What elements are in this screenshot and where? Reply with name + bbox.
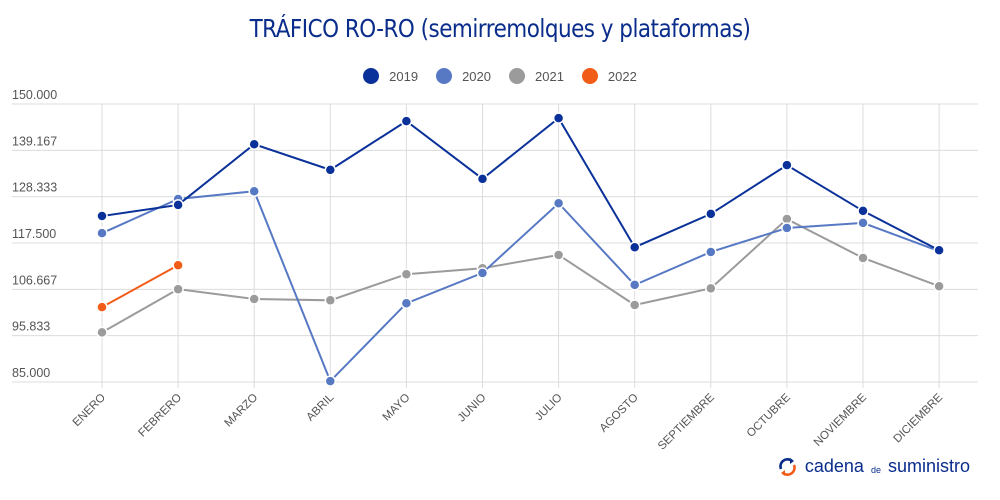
data-point[interactable]	[324, 375, 337, 387]
y-tick-label: 150.000	[12, 88, 57, 102]
data-point[interactable]	[96, 301, 108, 313]
data-point[interactable]	[628, 241, 641, 254]
data-point[interactable]	[172, 199, 184, 211]
series-2022	[96, 259, 184, 313]
data-point[interactable]	[552, 112, 565, 124]
data-point[interactable]	[628, 299, 641, 311]
y-tick-label: 106.667	[12, 273, 57, 287]
legend-label: 2022	[607, 68, 637, 84]
series-line	[101, 264, 179, 309]
series-line	[101, 190, 940, 383]
data-point[interactable]	[324, 294, 337, 307]
data-point[interactable]	[857, 252, 869, 264]
legend-item-2020[interactable]: 2020	[436, 68, 491, 84]
data-point[interactable]	[400, 115, 413, 127]
y-tick-label: 95.833	[12, 320, 50, 334]
x-tick-label: JUNIO	[456, 392, 489, 425]
data-point[interactable]	[400, 268, 413, 280]
data-point[interactable]	[705, 282, 717, 295]
chart-legend: 2019 2020 2021 2022	[0, 68, 1000, 84]
brand-text-cadena: cadena	[804, 456, 864, 476]
data-point[interactable]	[96, 326, 108, 339]
data-point[interactable]	[96, 210, 108, 222]
data-point[interactable]	[172, 259, 184, 271]
data-point[interactable]	[400, 297, 413, 310]
x-tick-label: NOVIEMBRE	[812, 391, 870, 449]
brand-text-de: de	[870, 464, 881, 475]
data-point[interactable]	[552, 197, 565, 209]
x-tick-label: OCTUBRE	[745, 391, 793, 439]
y-tick-label: 85.000	[12, 366, 50, 380]
x-tick-label: SEPTIEMBRE	[656, 391, 717, 452]
data-point[interactable]	[705, 246, 717, 258]
legend-item-2019[interactable]: 2019	[363, 68, 418, 84]
data-point[interactable]	[248, 185, 260, 197]
data-point[interactable]	[781, 159, 793, 171]
legend-label: 2019	[389, 68, 419, 84]
data-point[interactable]	[476, 267, 489, 279]
y-tick-label: 139.167	[12, 134, 57, 148]
brand-text-suministro: suministro	[887, 456, 970, 476]
refresh-logo-icon	[779, 457, 796, 476]
data-point[interactable]	[857, 217, 869, 229]
legend-marker-icon	[509, 68, 525, 84]
legend-item-2022[interactable]: 2022	[581, 68, 637, 84]
data-point[interactable]	[628, 279, 641, 291]
data-point[interactable]	[705, 208, 717, 220]
series-2020	[96, 185, 945, 387]
data-point[interactable]	[248, 138, 260, 150]
chart-title: TRÁFICO RO-RO (semirremolques y platafor…	[249, 14, 751, 43]
x-tick-label: ENERO	[71, 392, 108, 429]
data-point[interactable]	[476, 173, 489, 185]
x-tick-label: MAYO	[381, 392, 413, 424]
legend-marker-icon	[436, 68, 453, 84]
x-tick-label: MARZO	[222, 392, 260, 430]
data-point[interactable]	[933, 280, 945, 292]
y-tick-label: 128.333	[12, 181, 57, 195]
data-point[interactable]	[857, 205, 869, 217]
data-point[interactable]	[324, 164, 337, 176]
data-point[interactable]	[96, 227, 108, 239]
brand-logo: cadena de suministro	[777, 456, 970, 477]
data-point[interactable]	[172, 283, 184, 295]
series-line	[101, 116, 940, 252]
y-tick-label: 117.500	[12, 227, 56, 241]
x-tick-label: JULIO	[533, 392, 565, 424]
series-2021	[96, 213, 945, 339]
legend-marker-icon	[363, 68, 380, 84]
legend-marker-icon	[581, 68, 598, 84]
x-tick-label: DICIEMBRE	[892, 391, 946, 445]
x-tick-label: ABRIL	[304, 391, 336, 423]
data-point[interactable]	[933, 244, 945, 257]
data-point[interactable]	[248, 293, 260, 305]
x-tick-label: FEBRERO	[136, 392, 184, 440]
data-point[interactable]	[781, 222, 793, 234]
data-point[interactable]	[552, 249, 565, 261]
legend-label: 2021	[535, 68, 564, 84]
x-tick-label: AGOSTO	[598, 392, 641, 435]
legend-label: 2020	[462, 68, 491, 84]
series-2019	[96, 112, 945, 257]
series-line	[101, 217, 940, 334]
legend-item-2021[interactable]: 2021	[509, 68, 564, 84]
